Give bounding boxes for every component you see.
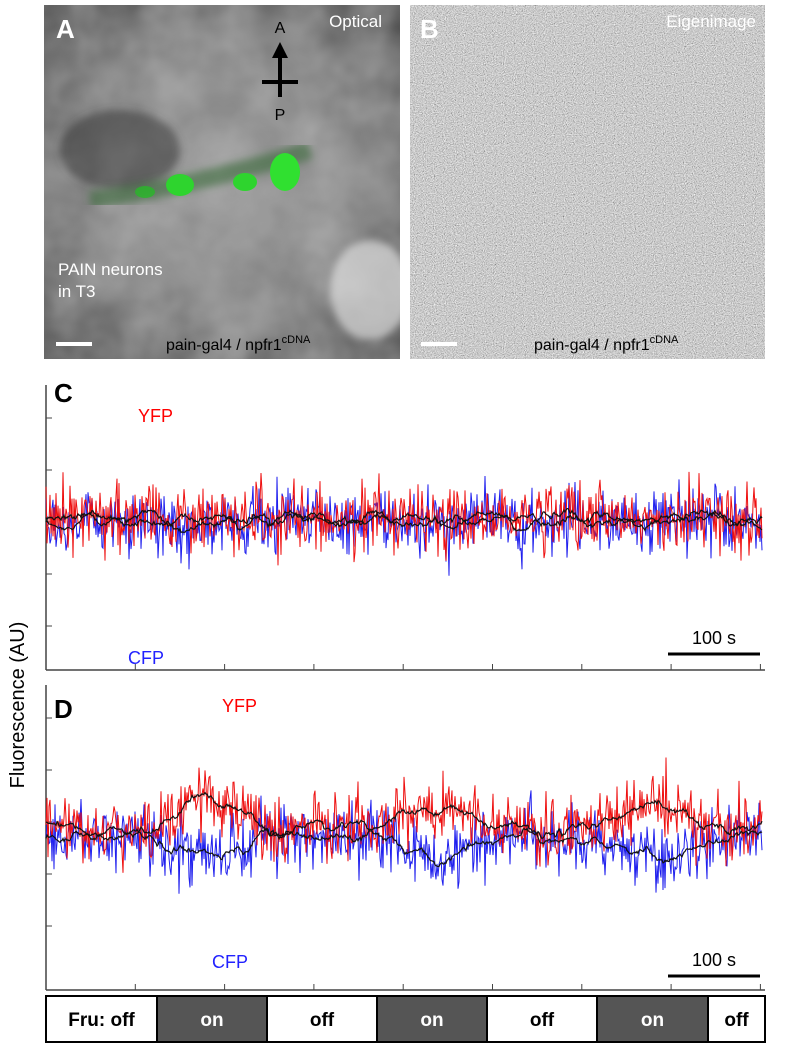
stimulus-cell <box>707 995 766 1043</box>
smoothed-trace <box>45 507 763 527</box>
stimulus-label: off <box>310 1010 335 1031</box>
orientation-cross <box>262 42 298 97</box>
panel-title: Optical <box>329 12 382 31</box>
cfp-label: CFP <box>212 952 248 972</box>
trace <box>45 790 763 894</box>
trace <box>45 471 763 566</box>
stimulus-label: off <box>530 1010 555 1031</box>
genotype-sup: cDNA <box>282 334 311 346</box>
panel-letter: A <box>56 14 75 44</box>
scale-bar-label: 100 s <box>692 950 736 970</box>
scale-bar-label: 100 s <box>692 628 736 648</box>
eigenimage <box>410 5 765 359</box>
scale-bar <box>56 342 92 346</box>
smoothed-trace <box>45 827 763 868</box>
panel-letter: C <box>54 378 73 408</box>
stimulus-cell <box>486 995 598 1043</box>
y-axis-label: Fluorescence (AU) <box>7 622 29 789</box>
genotype: pain-gal4 / npfr1cDNA <box>534 334 679 354</box>
yfp-label: YFP <box>222 696 257 716</box>
smoothed-trace <box>45 509 763 534</box>
stimulus-label: on <box>641 1010 664 1031</box>
cfp-label: CFP <box>128 648 164 668</box>
caption: in T3 <box>58 282 96 301</box>
panel-title: Eigenimage <box>666 12 756 31</box>
stimulus-cell <box>156 995 268 1043</box>
panel-letter: D <box>54 694 73 724</box>
stimulus-cell <box>376 995 488 1043</box>
genotype-text: pain-gal4 / npfr1 <box>166 337 282 354</box>
stimulus-label: off <box>724 1010 749 1031</box>
yfp-label: YFP <box>138 406 173 426</box>
caption: PAIN neurons <box>58 260 163 279</box>
trace <box>45 757 763 873</box>
scale-bar <box>421 342 457 346</box>
stimulus-label: Fru: off <box>68 1010 135 1031</box>
stimulus-label: on <box>420 1010 443 1031</box>
stimulus-label: on <box>200 1010 223 1031</box>
panel-letter: B <box>420 14 439 44</box>
orientation-label: A <box>275 20 286 37</box>
genotype-sup: cDNA <box>650 334 679 346</box>
genotype-text: pain-gal4 / npfr1 <box>534 337 650 354</box>
stimulus-cell <box>596 995 709 1043</box>
optical-image <box>44 5 400 359</box>
genotype: pain-gal4 / npfr1cDNA <box>166 334 311 354</box>
orientation-label: P <box>275 107 286 124</box>
smoothed-trace <box>45 791 763 841</box>
